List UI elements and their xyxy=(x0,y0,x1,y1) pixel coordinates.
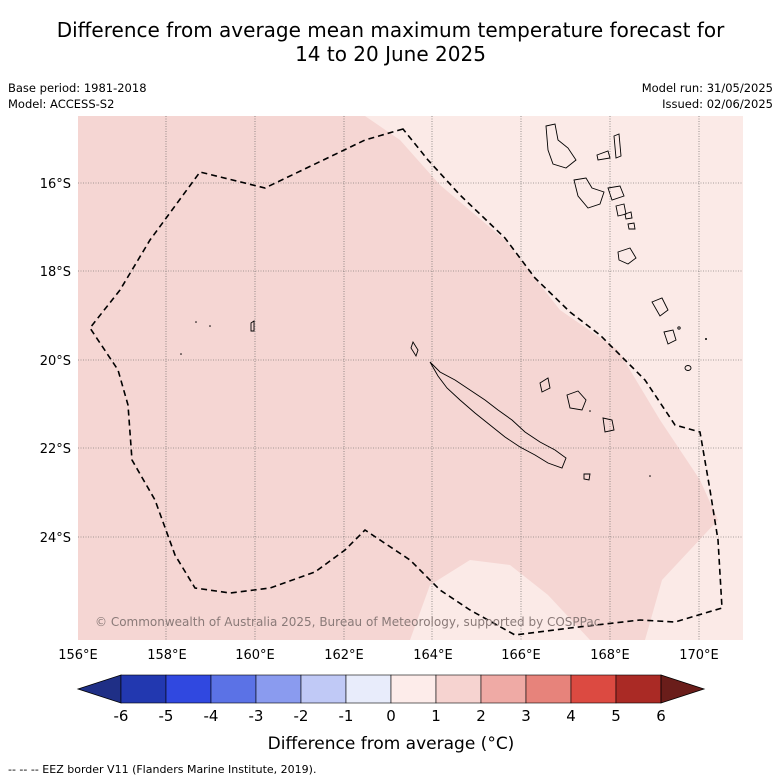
base-period: Base period: 1981-2018 xyxy=(8,81,147,95)
colorbar-tick: -5 xyxy=(159,707,174,725)
issued-date: Issued: 02/06/2025 xyxy=(662,97,773,111)
model-run: Model run: 31/05/2025 xyxy=(641,81,773,95)
colorbar-bin xyxy=(525,674,572,704)
erromango-island xyxy=(651,297,669,317)
colorbar-tick: 3 xyxy=(521,707,531,725)
lat-label: 22°S xyxy=(40,442,71,457)
colorbar-bin xyxy=(570,674,617,704)
islet-dot xyxy=(209,325,211,327)
colorbar-extend-low xyxy=(76,674,122,704)
isle-of-pines xyxy=(583,473,591,481)
mare-island xyxy=(602,417,615,433)
lat-label: 20°S xyxy=(40,354,71,369)
colorbar xyxy=(76,674,706,704)
lat-label: 18°S xyxy=(40,265,71,280)
colorbar-bin xyxy=(120,674,167,704)
islet-dot xyxy=(589,410,591,412)
lon-label: 162°E xyxy=(324,648,364,663)
graticule xyxy=(78,116,743,640)
anomaly-0-to-1-region-south xyxy=(410,560,590,640)
colorbar-tick: -1 xyxy=(339,707,354,725)
ouvea-island xyxy=(539,377,551,393)
chesterfield-islets xyxy=(250,320,255,332)
colorbar-tick: 6 xyxy=(656,707,666,725)
eez-legend-note: -- -- -- EEZ border V11 (Flanders Marine… xyxy=(8,763,317,776)
meta-right: Model run: 31/05/2025 Issued: 02/06/2025 xyxy=(642,80,773,112)
lifou-island xyxy=(566,390,587,411)
colorbar-bin xyxy=(435,674,482,704)
ambrym-island xyxy=(607,185,625,201)
lon-label: 168°E xyxy=(590,648,630,663)
colorbar-bin xyxy=(210,674,257,704)
lon-label: 158°E xyxy=(147,648,187,663)
islet-dot xyxy=(180,353,182,355)
belep-islands xyxy=(410,340,419,358)
colorbar-bin xyxy=(255,674,302,704)
colorbar-tick: 5 xyxy=(611,707,621,725)
colorbar-bin xyxy=(300,674,347,704)
latitude-labels: 16°S 18°S 20°S 22°S 24°S xyxy=(40,177,71,546)
malakula-island xyxy=(573,177,605,209)
islet-dot xyxy=(705,338,707,340)
colorbar-tick: -4 xyxy=(204,707,219,725)
colorbar-tick: 2 xyxy=(476,707,486,725)
map-title: Difference from average mean maximum tem… xyxy=(0,18,781,66)
lat-label: 16°S xyxy=(40,177,71,192)
colorbar-bin xyxy=(345,674,392,704)
tongoa-island xyxy=(627,222,636,230)
longitude-labels: 156°E 158°E 160°E 162°E 164°E 166°E 168°… xyxy=(58,648,719,663)
lat-label: 24°S xyxy=(40,531,71,546)
colorbar-tick: 1 xyxy=(431,707,441,725)
efate-island xyxy=(617,247,637,265)
lon-label: 160°E xyxy=(235,648,275,663)
colorbar-bin xyxy=(390,674,437,704)
model-name: Model: ACCESS-S2 xyxy=(8,97,115,111)
islet-dot xyxy=(649,475,651,477)
tanna-island xyxy=(663,329,677,345)
islet-dot xyxy=(195,321,197,323)
maewo-island xyxy=(613,133,622,159)
aneityum-island xyxy=(684,365,692,371)
copyright-notice: © Commonwealth of Australia 2025, Bureau… xyxy=(95,615,600,629)
colorbar-tick: 0 xyxy=(386,707,396,725)
title-line-2: 14 to 20 June 2025 xyxy=(295,42,486,66)
colorbar-label: Difference from average (°C) xyxy=(268,734,515,754)
lon-label: 170°E xyxy=(679,648,719,663)
map-area: © Commonwealth of Australia 2025, Bureau… xyxy=(78,116,743,640)
colorbar-bin xyxy=(615,674,662,704)
meta-left: Base period: 1981-2018 Model: ACCESS-S2 xyxy=(8,80,147,112)
new-caledonia-island xyxy=(429,361,567,469)
colorbar-extend-high xyxy=(660,674,706,704)
islet-dot xyxy=(677,326,681,330)
title-line-1: Difference from average mean maximum tem… xyxy=(56,18,725,42)
ambae-island xyxy=(596,150,611,161)
lon-label: 164°E xyxy=(413,648,453,663)
lon-label: 166°E xyxy=(501,648,541,663)
espiritu-santo-island xyxy=(545,123,577,169)
colorbar-tick-labels: -6 -5 -4 -3 -2 -1 0 1 2 3 4 5 6 xyxy=(114,707,666,725)
colorbar-tick: -2 xyxy=(294,707,309,725)
anomaly-0-to-1-region-east xyxy=(365,116,743,640)
colorbar-tick: -3 xyxy=(249,707,264,725)
colorbar-tick: 4 xyxy=(566,707,576,725)
shepherd-islands xyxy=(624,211,633,220)
lon-label: 156°E xyxy=(58,648,98,663)
colorbar-tick: -6 xyxy=(114,707,129,725)
colorbar-bin xyxy=(480,674,527,704)
colorbar-bin xyxy=(165,674,212,704)
